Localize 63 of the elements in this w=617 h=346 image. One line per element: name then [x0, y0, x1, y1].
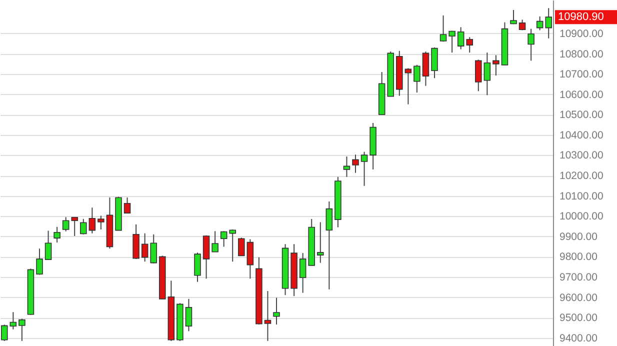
y-tick-label: 10800.00 — [560, 48, 604, 60]
candlestick — [10, 312, 17, 330]
candlestick — [238, 237, 245, 256]
candlestick — [457, 26, 464, 50]
candlestick — [44, 230, 52, 260]
y-tick-label: 9500.00 — [560, 312, 598, 324]
candlestick — [404, 68, 412, 105]
candlestick — [414, 64, 420, 94]
candlestick — [88, 207, 96, 234]
candlestick — [141, 232, 148, 262]
candlestick — [466, 36, 473, 54]
candlestick — [264, 290, 272, 342]
y-tick-label: 10300.00 — [560, 150, 604, 162]
candlestick — [273, 297, 280, 325]
candlestick — [194, 252, 201, 282]
candlestick — [212, 230, 218, 252]
candlestick — [352, 154, 359, 174]
candlestick — [36, 248, 43, 276]
y-tick-label: 9900.00 — [560, 230, 598, 243]
candlestick — [80, 218, 87, 235]
candlestick — [54, 226, 60, 244]
y-tick-label: 9600.00 — [560, 292, 598, 304]
candlestick — [220, 230, 228, 248]
y-tick-label: 10500.00 — [560, 109, 604, 122]
candlestick — [475, 59, 482, 92]
candlestick — [528, 28, 534, 62]
candlestick — [150, 234, 157, 264]
candlestick — [71, 216, 78, 237]
candlestick — [124, 196, 131, 214]
y-tick-label: 10100.00 — [560, 190, 604, 202]
candlestick — [299, 252, 306, 294]
candlestick — [536, 16, 544, 31]
text: 10980.90 — [558, 11, 604, 24]
y-tick-label: 10000.00 — [560, 210, 604, 223]
candlestick — [510, 9, 517, 25]
y-tick-label: 9800.00 — [560, 251, 598, 264]
candlestick — [484, 52, 491, 96]
candlestick — [1, 324, 8, 342]
candlestick — [326, 201, 333, 290]
y-tick-label: 10200.00 — [560, 170, 604, 182]
candlestick — [360, 151, 368, 186]
candlestick — [431, 46, 438, 79]
candlestick — [343, 156, 350, 178]
candlestick — [202, 234, 210, 280]
y-tick-label: 10900.00 — [560, 28, 604, 40]
y-tick-label: 9700.00 — [560, 272, 598, 284]
candlestick — [492, 54, 500, 76]
candlestick — [246, 238, 254, 280]
candlestick — [545, 8, 552, 39]
candlestick — [317, 222, 324, 264]
candlestick — [440, 14, 447, 42]
y-tick-label: 10700.00 — [560, 68, 604, 81]
candlestick — [62, 216, 70, 232]
candlestick — [422, 51, 430, 86]
candlestick — [132, 224, 140, 260]
y-tick-label: 10400.00 — [560, 129, 604, 142]
y-tick-label: 10600.00 — [560, 88, 604, 101]
candlestick — [18, 318, 26, 342]
candlestick — [185, 298, 192, 332]
candlestick — [98, 215, 104, 230]
candlestick — [448, 30, 456, 54]
candlestick — [229, 229, 236, 262]
y-tick-label: 9400.00 — [560, 332, 598, 344]
